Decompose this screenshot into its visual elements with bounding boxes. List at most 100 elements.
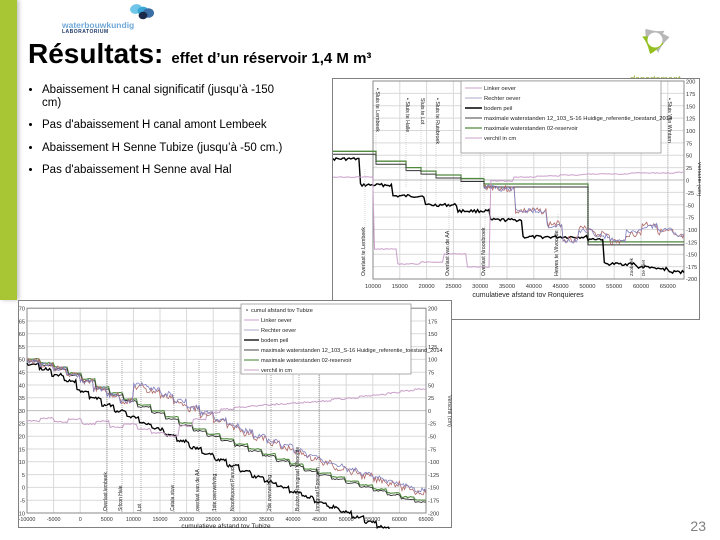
svg-text:cumul afstand tov Tubize: cumul afstand tov Tubize (251, 308, 313, 314)
svg-text:75: 75 (686, 141, 692, 147)
svg-text:Overlast van de AA: Overlast van de AA (445, 230, 451, 276)
svg-text:25: 25 (428, 396, 434, 402)
svg-text:65000: 65000 (660, 284, 676, 290)
svg-text:2de overwelving: 2de overwelving (267, 475, 273, 511)
svg-text:-25: -25 (428, 422, 436, 428)
svg-text:65: 65 (19, 319, 25, 325)
svg-text:25: 25 (686, 166, 692, 172)
svg-text:-175: -175 (428, 499, 439, 505)
svg-text:55000: 55000 (606, 284, 622, 290)
svg-text:Catala stuw: Catala stuw (170, 484, 176, 511)
svg-text:200: 200 (686, 80, 695, 86)
svg-text:0: 0 (428, 409, 431, 415)
svg-text:1ste overwelving: 1ste overwelving (212, 474, 218, 511)
svg-text:75: 75 (428, 371, 434, 377)
svg-text:20: 20 (19, 435, 25, 441)
svg-text:-150: -150 (428, 486, 439, 492)
svg-text:-50: -50 (686, 203, 694, 209)
svg-text:-125: -125 (686, 240, 697, 246)
svg-text:Rechter oever: Rechter oever (484, 96, 520, 102)
svg-text:150: 150 (428, 332, 437, 338)
svg-text:maximale waterstanden 02-reser: maximale waterstanden 02-reservoir (484, 126, 578, 132)
svg-text:-10000: -10000 (19, 517, 35, 523)
svg-text:40: 40 (19, 383, 25, 389)
svg-text:35: 35 (19, 396, 25, 402)
svg-text:cumulatieve afstand tov Ronqu: cumulatieve afstand tov Ronquieres (472, 292, 584, 299)
svg-text:45000: 45000 (312, 517, 327, 523)
svg-text:-25: -25 (686, 191, 694, 197)
svg-text:• Sluis te Lembeek: • Sluis te Lembeek (374, 88, 380, 132)
svg-text:Overlast Nroosbroek: Overlast Nroosbroek (481, 227, 487, 276)
svg-text:15: 15 (19, 447, 25, 453)
svg-text:Zoobeek: Zoobeek (629, 257, 634, 276)
svg-text:De Vliet: De Vliet (641, 259, 646, 276)
svg-text:40000: 40000 (526, 284, 542, 290)
svg-text:Verschil (cm): Verschil (cm) (446, 395, 452, 427)
svg-text:10000: 10000 (365, 284, 381, 290)
svg-text:50000: 50000 (339, 517, 354, 523)
svg-text:-75: -75 (428, 447, 436, 453)
svg-text:cumulatieve afstand tov Tubiz: cumulatieve afstand tov Tubize (181, 523, 271, 529)
svg-text:40000: 40000 (286, 517, 301, 523)
svg-text:Lot: Lot (137, 503, 143, 511)
svg-text:Inmigraaf Eppegem: Inmigraaf Eppegem (315, 467, 321, 511)
svg-text:• Sluis te Halle: • Sluis te Halle (404, 98, 410, 132)
svg-text:0: 0 (686, 179, 689, 185)
svg-text:-100: -100 (686, 228, 697, 234)
svg-text:-5: -5 (20, 499, 25, 505)
svg-text:30: 30 (19, 409, 25, 415)
svg-text:Buisbrug Inmigraaf Vilvoorde: Buisbrug Inmigraaf Vilvoorde (295, 447, 301, 511)
svg-text:-75: -75 (686, 216, 694, 222)
svg-text:10000: 10000 (126, 517, 141, 523)
svg-text:60: 60 (19, 332, 25, 338)
svg-text:25000: 25000 (445, 284, 461, 290)
svg-text:55: 55 (19, 345, 25, 351)
svg-text:5: 5 (22, 473, 25, 479)
svg-text:15000: 15000 (392, 284, 408, 290)
svg-text:200: 200 (428, 307, 437, 313)
svg-text:Verschil (cm): Verschil (cm) (696, 162, 701, 197)
svg-text:175: 175 (686, 92, 695, 98)
svg-text:50: 50 (428, 383, 434, 389)
svg-text:10: 10 (19, 460, 25, 466)
svg-text:65000: 65000 (419, 517, 434, 523)
svg-text:100: 100 (428, 358, 437, 364)
svg-text:maximale waterstanden 02-reser: maximale waterstanden 02-reservoir (261, 358, 352, 364)
svg-text:125: 125 (686, 117, 695, 123)
svg-text:60000: 60000 (633, 284, 649, 290)
svg-text:0: 0 (22, 486, 25, 492)
svg-text:175: 175 (428, 319, 437, 325)
svg-text:Sluis te Lot: Sluis te Lot (419, 98, 425, 125)
svg-text:70: 70 (19, 307, 25, 313)
svg-text:Nrooftepoort Panuck: Nrooftepoort Panuck (230, 465, 236, 511)
svg-text:• Sluis te Ruisbroek: • Sluis te Ruisbroek (434, 98, 440, 144)
svg-text:Linker oever: Linker oever (261, 318, 292, 324)
svg-text:5000: 5000 (101, 517, 113, 523)
svg-text:-100: -100 (428, 460, 439, 466)
svg-text:-50: -50 (428, 435, 436, 441)
svg-text:Overlast lembeek: Overlast lembeek (103, 472, 109, 511)
svg-text:30000: 30000 (472, 284, 488, 290)
svg-text:verchil in cm: verchil in cm (484, 136, 516, 142)
svg-text:50: 50 (686, 154, 692, 160)
svg-text:Overlast te Lembeek: Overlast te Lembeek (361, 227, 367, 276)
svg-text:15000: 15000 (153, 517, 168, 523)
svg-text:35000: 35000 (499, 284, 515, 290)
svg-text:20000: 20000 (419, 284, 435, 290)
svg-text:50: 50 (19, 358, 25, 364)
svg-text:25: 25 (19, 422, 25, 428)
svg-text:150: 150 (686, 104, 695, 110)
svg-text:-175: -175 (686, 265, 697, 271)
svg-text:0: 0 (79, 517, 82, 523)
svg-text:bodem peil: bodem peil (261, 338, 288, 344)
svg-text:Hewes te Vilvoorde: Hewes te Vilvoorde (554, 230, 560, 276)
svg-text:Linker oever: Linker oever (484, 86, 516, 92)
svg-text:Rechter oever: Rechter oever (261, 328, 296, 334)
svg-text:-150: -150 (686, 253, 697, 259)
svg-text:maximale waterstanden 12_103_S: maximale waterstanden 12_103_S-16 Huidig… (484, 116, 673, 122)
svg-text:bodem peil: bodem peil (484, 106, 512, 112)
svg-text:50000: 50000 (579, 284, 595, 290)
svg-text:60000: 60000 (392, 517, 407, 523)
svg-text:45: 45 (19, 371, 25, 377)
svg-text:overlast van de AA: overlast van de AA (195, 469, 201, 511)
